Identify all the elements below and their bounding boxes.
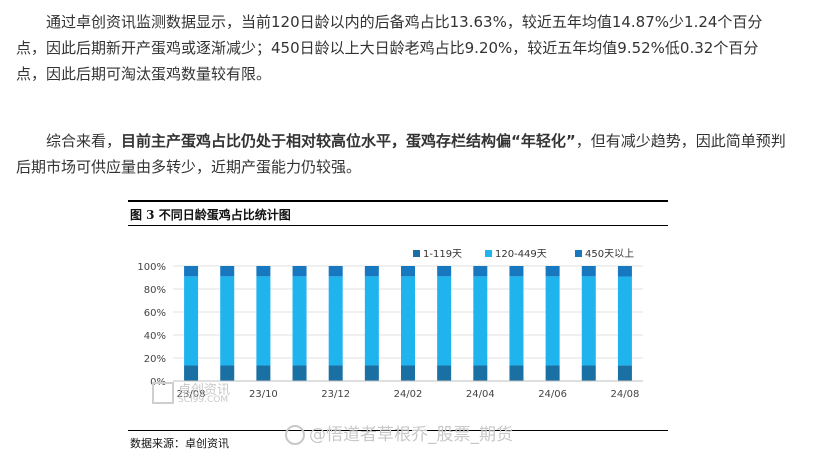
x-tick-label: 23/08 [177,389,206,400]
bar-segment-2 [220,276,235,366]
legend-swatch [413,250,420,257]
y-tick-label: 40% [144,331,166,342]
bar-segment-1 [328,365,343,381]
x-tick-label: 23/10 [249,389,278,400]
legend-swatch [575,250,582,257]
bar-segment-2 [545,276,560,366]
legend-label: 450天以上 [585,248,634,260]
stacked-bar-chart: 0%20%40%60%80%100%23/08 23/10 23/12 24/02 24… [137,248,643,400]
x-tick-label: 24/06 [538,389,567,400]
y-tick-label: 20% [144,354,166,365]
bar-segment-2 [328,276,343,366]
paragraph-2-rest: ，但有减少趋势，因此简单预判后期市场可供应量由多转少，近期产蛋能力仍较强。 [16,132,786,176]
weibo-icon [285,425,305,445]
x-tick-label: 24/04 [466,389,495,400]
bar-segment-3 [256,266,271,277]
bar-segment-3 [292,266,307,277]
bar-segment-1 [545,365,560,381]
figure-source: 数据来源：卓创资讯 [130,437,229,450]
paragraph-2-highlight: 目前主产蛋鸡占比仍处于相对较高位水平，蛋鸡存栏结构偏“年轻化” [121,132,576,150]
figure: 图 3 不同日龄蛋鸡占比统计图 0% 20% 40% 60% 80% 100% 23/08 2… [128,200,668,455]
x-tick-label: 23/12 [321,389,350,400]
bar-segment-3 [364,266,379,277]
bar-segment-1 [401,365,415,381]
bar-segment-3 [184,266,199,277]
legend-swatch [485,250,492,257]
bar-segment-1 [509,365,524,381]
bar-segment-2 [184,276,199,366]
bar-segment-1 [617,365,632,381]
bar-segment-3 [581,266,596,277]
x-tick-label: 24/08 [611,389,640,400]
y-tick-label: 100% [137,262,166,273]
bar-segment-3 [401,266,415,277]
bar-segment-2 [401,276,415,366]
bar-segment-2 [364,276,379,366]
figure-title-bar: 图 3 不同日龄蛋鸡占比统计图 [128,200,668,226]
logo-text: 卓创资讯 [178,383,231,398]
legend-label: 120-449天 [495,249,547,260]
bar-segment-1 [184,365,199,381]
paragraph-2: 综合来看，目前主产蛋鸡占比仍处于相对较高位水平，蛋鸡存栏结构偏“年轻化”，但有减… [16,128,786,180]
bar-segment-1 [437,365,452,381]
logo-icon [152,382,174,404]
bar-segment-2 [437,276,452,366]
bar-segment-1 [581,365,596,381]
bar-segment-2 [292,276,307,366]
bar-segment-2 [617,276,632,366]
x-tick-label: 24/02 [394,389,423,400]
bar-segment-1 [292,365,307,381]
paragraph-2-intro: 综合来看， [46,132,122,150]
y-tick-label: 60% [144,308,166,319]
bar-segment-1 [473,365,488,381]
watermark: @悟道者草根乔_股票_期货 [285,420,513,445]
legend-label: 1-119天 [423,249,462,260]
bar-segment-1 [220,365,235,381]
bar-segment-1 [364,365,379,381]
bar-segment-3 [545,266,560,277]
figure-source-bar: 数据来源：卓创资讯 [128,430,668,450]
bar-segment-2 [256,276,271,366]
bar-segment-2 [509,276,524,366]
logo-subtext: SCI99.COM [178,395,229,405]
bar-segment-3 [509,266,524,277]
bar-segment-3 [473,266,488,277]
bar-segment-3 [328,266,343,277]
bar-segment-3 [437,266,452,277]
bar-segment-1 [256,365,271,381]
bar-segment-3 [617,266,632,277]
figure-title: 图 3 不同日龄蛋鸡占比统计图 [130,208,291,222]
bar-segment-2 [473,276,488,366]
bar-segment-2 [581,276,596,366]
bar-segment-3 [220,266,235,277]
watermark-text: @悟道者草根乔_股票_期货 [309,425,513,445]
paragraph-1: 通过卓创资讯监测数据显示，当前120日龄以内的后备鸡占比13.63%，较近五年均… [16,13,763,83]
y-tick-label: 80% [144,285,166,296]
